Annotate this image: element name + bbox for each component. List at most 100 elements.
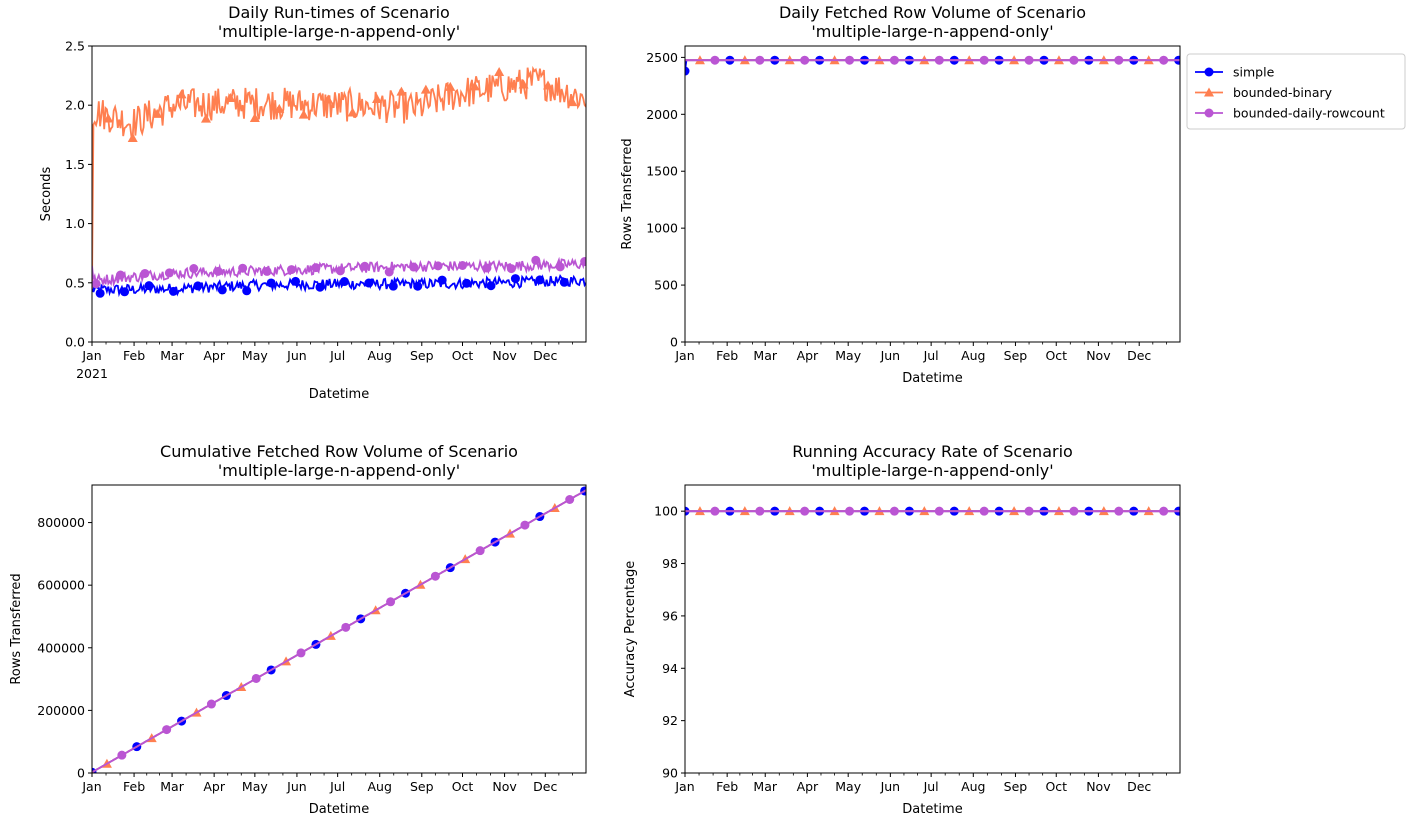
series-marker-bounded-daily-rowcount: [506, 264, 516, 274]
chart-title: 'multiple-large-n-append-only': [218, 461, 460, 480]
x-axis-label: Datetime: [902, 802, 962, 817]
x-tick-label: Aug: [961, 779, 985, 794]
legend-entry: simple: [1233, 65, 1275, 80]
legend-box: [1186, 53, 1406, 130]
y-axis-label: Seconds: [39, 166, 54, 221]
series-marker-bounded-daily-rowcount: [889, 55, 899, 65]
x-tick-label: Feb: [716, 779, 738, 794]
axes-frame: [684, 45, 1181, 343]
x-tick-label: Feb: [123, 779, 145, 794]
series-marker-bounded-daily-rowcount: [1114, 506, 1124, 516]
legend-marker: [1204, 108, 1214, 118]
series-marker-bounded-daily-rowcount: [520, 520, 530, 530]
series-marker-simple: [242, 286, 252, 296]
series-marker-bounded-daily-rowcount: [934, 506, 944, 516]
series-marker-bounded-daily-rowcount: [433, 261, 443, 271]
series-marker-bounded-binary: [127, 133, 138, 143]
x-tick-label: Sep: [410, 348, 434, 363]
series-marker-bounded-binary: [201, 113, 211, 123]
series-marker-simple: [168, 286, 178, 296]
series-marker-bounded-daily-rowcount: [409, 262, 419, 272]
series-marker-bounded-daily-rowcount: [934, 55, 944, 65]
series-marker-bounded-binary: [176, 89, 187, 99]
series-marker-simple: [95, 288, 105, 298]
x-axis-label: Datetime: [309, 387, 369, 402]
series-marker-bounded-daily-rowcount: [213, 266, 223, 276]
series-marker-bounded-daily-rowcount: [116, 270, 125, 280]
series-marker-simple: [193, 281, 203, 291]
series-marker-simple: [535, 275, 545, 285]
chart-title: Running Accuracy Rate of Scenario: [792, 442, 1073, 461]
series-marker-bounded-binary: [469, 81, 480, 91]
series-marker-bounded-binary: [518, 79, 529, 89]
y-tick-label: 2500: [646, 50, 678, 65]
y-tick-label: 0: [77, 766, 85, 781]
x-tick-label: Mar: [753, 779, 777, 794]
series-marker-bounded-daily-rowcount: [430, 571, 440, 581]
x-tick-label: Jul: [329, 348, 345, 363]
series-marker-bounded-binary: [152, 108, 163, 118]
x-tick-label: Apr: [797, 779, 819, 794]
series-marker-bounded-daily-rowcount: [710, 506, 720, 516]
series-marker-bounded-daily-rowcount: [1024, 506, 1034, 516]
series-marker-simple: [315, 282, 325, 292]
y-tick-label: 800000: [37, 515, 85, 530]
series-marker-bounded-daily-rowcount: [117, 750, 127, 760]
x-tick-label: Dec: [1127, 779, 1151, 794]
x-tick-label: Nov: [1086, 779, 1111, 794]
x-tick-label: Jan: [674, 348, 694, 363]
y-tick-label: 500: [654, 278, 678, 293]
series-marker-bounded-daily-rowcount: [1024, 55, 1034, 65]
y-tick-label: 98: [662, 556, 678, 571]
y-tick-label: 0: [670, 335, 678, 350]
y-tick-label: 600000: [37, 578, 85, 593]
series-marker-simple: [486, 281, 496, 291]
axes-frame: [91, 484, 587, 774]
y-tick-label: 2.5: [65, 39, 85, 54]
series-marker-bounded-daily-rowcount: [710, 55, 720, 65]
series-marker-bounded-binary: [396, 86, 407, 96]
series-marker-bounded-daily-rowcount: [1114, 55, 1124, 65]
x-tick-label: May: [835, 348, 861, 363]
series-marker-bounded-daily-rowcount: [482, 263, 492, 273]
series-marker-bounded-daily-rowcount: [755, 506, 765, 516]
legend-entry: bounded-daily-rowcount: [1233, 106, 1385, 121]
series-marker-bounded-daily-rowcount: [889, 506, 899, 516]
series-marker-bounded-binary: [445, 81, 456, 91]
series-marker-bounded-daily-rowcount: [206, 699, 216, 709]
series-marker-bounded-daily-rowcount: [565, 495, 575, 505]
series-marker-simple: [120, 287, 130, 297]
series-marker-simple: [364, 278, 374, 288]
subplot-2: 0 500 1000 1500 2000 2500 Jan Feb Mar Apr May Jun Ju…: [620, 3, 1181, 386]
x-year-label: 2021: [76, 366, 108, 381]
y-tick-label: 1.0: [65, 216, 85, 231]
x-tick-label: Apr: [203, 348, 225, 363]
series-marker-bounded-daily-rowcount: [262, 266, 272, 276]
series-marker-bounded-daily-rowcount: [845, 55, 855, 65]
series-marker-bounded-binary: [298, 109, 309, 119]
x-tick-label: Apr: [203, 779, 225, 794]
series-marker-bounded-daily-rowcount: [384, 267, 394, 277]
series-marker-bounded-binary: [420, 84, 431, 94]
x-tick-label: Mar: [160, 348, 184, 363]
series-marker-simple: [266, 278, 276, 288]
x-tick-label: Sep: [1004, 779, 1028, 794]
x-tick-label: Apr: [797, 348, 819, 363]
x-tick-label: May: [835, 779, 861, 794]
chart-title: 'multiple-large-n-append-only': [811, 22, 1053, 41]
y-tick-label: 90: [662, 766, 678, 781]
series-marker-bounded-daily-rowcount: [475, 546, 485, 556]
x-tick-label: Dec: [533, 779, 557, 794]
series-marker-bounded-daily-rowcount: [140, 268, 150, 278]
x-tick-label: Nov: [492, 348, 517, 363]
x-tick-label: Jan: [81, 779, 101, 794]
series-marker-bounded-daily-rowcount: [979, 506, 989, 516]
x-tick-label: Mar: [753, 348, 777, 363]
series-marker-bounded-daily-rowcount: [311, 263, 321, 273]
y-tick-label: 0.5: [65, 275, 85, 290]
series-marker-bounded-binary: [103, 113, 114, 123]
x-tick-label: May: [242, 779, 268, 794]
series-marker-bounded-daily-rowcount: [458, 260, 467, 270]
y-tick-label: 1000: [646, 221, 678, 236]
